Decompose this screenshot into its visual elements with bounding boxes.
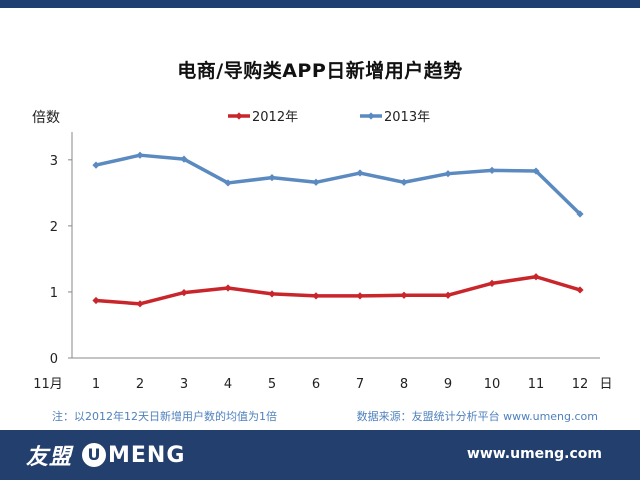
data-point bbox=[312, 292, 320, 300]
x-axis-label: 日 bbox=[599, 377, 612, 392]
legend: 2012年 2013年 bbox=[228, 110, 430, 125]
legend-item: 2012年 bbox=[228, 110, 298, 125]
umeng-logo: 友盟 U MENG bbox=[26, 438, 185, 472]
legend-label: 2012年 bbox=[252, 110, 298, 125]
brand-chinese: 友盟 bbox=[26, 445, 73, 470]
x-tick-label: 12 bbox=[572, 377, 589, 392]
y-axis-label: 倍数 bbox=[32, 110, 60, 126]
data-point bbox=[532, 273, 540, 281]
x-tick-label: 10 bbox=[484, 377, 501, 392]
footnote-note: 注：以2012年12天日新增用户数的均值为1倍 bbox=[52, 410, 277, 423]
x-tick-label: 7 bbox=[356, 377, 364, 392]
data-point bbox=[180, 155, 188, 163]
footer-url: www.umeng.com bbox=[466, 446, 602, 462]
data-point bbox=[488, 279, 496, 287]
data-point bbox=[488, 166, 496, 174]
data-point bbox=[136, 300, 144, 308]
footnote-source: 数据来源：友盟统计分析平台 www.umeng.com bbox=[356, 410, 598, 423]
series-2 bbox=[92, 151, 584, 218]
legend-swatch-marker bbox=[367, 112, 375, 120]
x-tick-label: 9 bbox=[444, 377, 452, 392]
x-tick-label: 3 bbox=[180, 377, 188, 392]
data-point bbox=[576, 210, 584, 218]
data-point bbox=[444, 170, 452, 178]
data-point bbox=[92, 161, 100, 169]
data-point bbox=[268, 174, 276, 182]
x-tick-label: 2 bbox=[136, 377, 144, 392]
data-point bbox=[312, 178, 320, 186]
data-point bbox=[400, 291, 408, 299]
data-point bbox=[224, 179, 232, 187]
data-point bbox=[180, 289, 188, 297]
data-point bbox=[532, 167, 540, 175]
legend-item: 2013年 bbox=[360, 110, 430, 125]
y-tick-label: 2 bbox=[50, 220, 58, 235]
data-point bbox=[224, 284, 232, 292]
data-point bbox=[576, 286, 584, 294]
x-tick-label: 8 bbox=[400, 377, 408, 392]
data-point bbox=[268, 290, 276, 298]
footer-bar: 友盟 U MENG www.umeng.com bbox=[0, 430, 640, 480]
x-tick-label: 1 bbox=[92, 377, 100, 392]
brand-english: MENG bbox=[108, 442, 186, 468]
legend-label: 2013年 bbox=[384, 110, 430, 125]
chart-title: 电商/导购类APP日新增用户趋势 bbox=[177, 60, 463, 82]
x-tick-label: 4 bbox=[224, 377, 232, 392]
data-point bbox=[356, 292, 364, 300]
data-point bbox=[136, 151, 144, 159]
brand-u-mark: U bbox=[82, 443, 107, 467]
y-tick-label: 1 bbox=[50, 286, 58, 301]
y-tick-label: 0 bbox=[50, 352, 58, 367]
legend-swatch-marker bbox=[235, 112, 243, 120]
x-start-label: 11月 bbox=[33, 377, 63, 392]
series-line bbox=[95, 274, 581, 306]
series-group bbox=[92, 151, 584, 308]
data-point bbox=[444, 291, 452, 299]
x-tick-label: 6 bbox=[312, 377, 320, 392]
series-1 bbox=[92, 273, 584, 308]
data-point bbox=[92, 296, 100, 305]
data-point bbox=[400, 178, 408, 186]
data-point bbox=[356, 169, 364, 177]
x-tick-label: 11 bbox=[528, 377, 545, 392]
y-tick-label: 3 bbox=[50, 154, 58, 169]
top-accent-bar bbox=[0, 0, 640, 8]
x-tick-label: 5 bbox=[268, 377, 276, 392]
series-line bbox=[95, 153, 582, 216]
